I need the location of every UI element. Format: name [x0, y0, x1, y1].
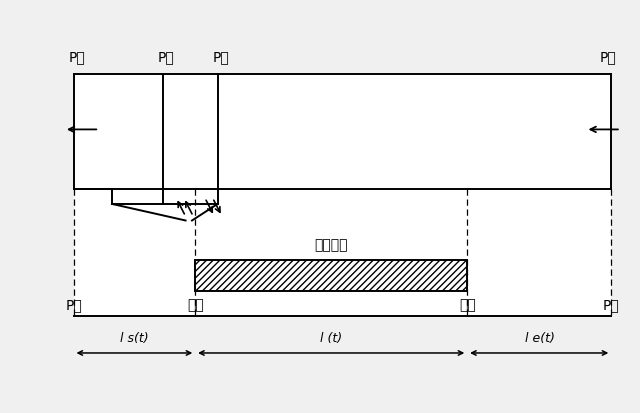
Text: P１: P１ [603, 298, 620, 312]
Text: l (t): l (t) [321, 331, 342, 344]
Text: P１: P１ [600, 50, 616, 64]
Text: P２: P２ [212, 50, 229, 64]
Text: 先頭: 先頭 [187, 298, 204, 312]
Text: P４: P４ [65, 298, 82, 312]
Text: P３: P３ [158, 50, 175, 64]
Text: l s(t): l s(t) [120, 331, 148, 344]
Text: l e(t): l e(t) [525, 331, 554, 344]
Bar [195, 260, 467, 291]
Text: P４: P４ [68, 50, 85, 64]
Text: 湋滞区間: 湋滞区間 [314, 238, 348, 252]
Bar [74, 74, 611, 190]
Text: 末尾: 末尾 [459, 298, 476, 312]
Bar [74, 190, 611, 316]
